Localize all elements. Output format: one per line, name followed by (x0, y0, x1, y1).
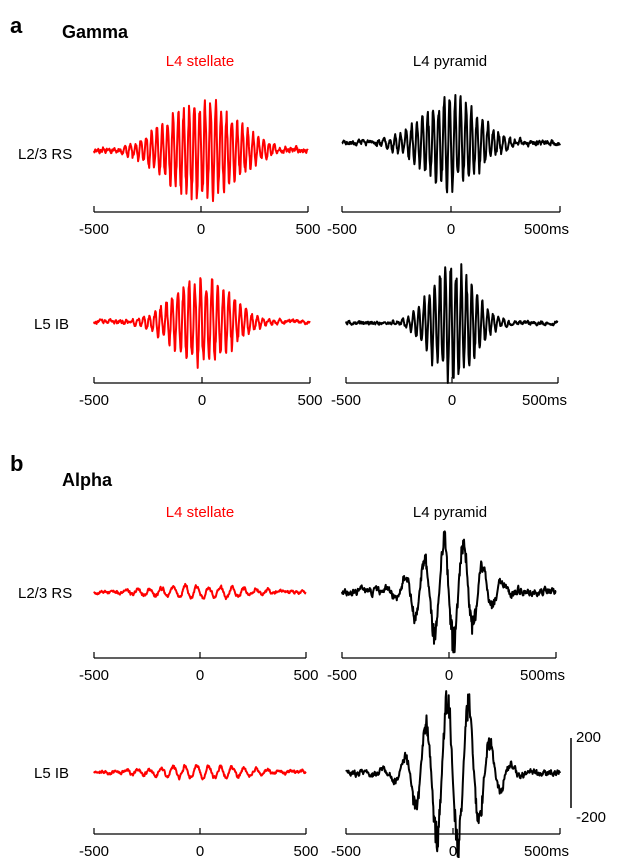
x-tick-label: 500ms (524, 843, 569, 858)
panel-b-col-stellate: L4 stellate (166, 504, 234, 521)
x-tick-label: -500 (79, 667, 109, 684)
panel-b-title: Alpha (62, 470, 113, 490)
scale-bar-bottom-label: -200 (576, 809, 606, 826)
panel-a-row-l5ib: L5 IB (34, 316, 69, 333)
x-tick-label: -500 (331, 843, 361, 858)
x-tick-label: 0 (448, 392, 456, 409)
x-tick-label: 0 (198, 392, 206, 409)
x-tick-label: -500 (327, 221, 357, 238)
x-tick-label: -500 (331, 392, 361, 409)
plot-alpha-l23rs-stellate: -500 0 500 (79, 582, 319, 684)
panel-a-row-l23rs: L2/3 RS (18, 146, 72, 163)
plot-gamma-l23rs-pyramid: -500 0 500ms (327, 94, 569, 238)
panel-b-row-l23rs: L2/3 RS (18, 585, 72, 602)
x-tick-label: -500 (79, 392, 109, 409)
x-tick-label: 0 (196, 843, 204, 858)
trace-line (345, 263, 559, 384)
plot-alpha-l5ib-pyramid: -500 0 500ms (331, 690, 569, 858)
plot-gamma-l5ib-pyramid: -500 0 500ms (331, 263, 567, 409)
x-tick-label: 500ms (522, 392, 567, 409)
x-tick-label: 500 (297, 392, 322, 409)
trace-line (93, 277, 311, 369)
plot-alpha-l23rs-pyramid: -500 0 500ms (327, 530, 565, 684)
panel-a-title: Gamma (62, 22, 129, 42)
x-tick-label: -500 (79, 843, 109, 858)
x-tick-label: 500 (295, 221, 320, 238)
x-tick-label: 0 (449, 843, 457, 858)
panel-b-col-pyramid: L4 pyramid (413, 504, 487, 521)
x-tick-label: 500 (293, 667, 318, 684)
trace-line (93, 98, 309, 203)
x-tick-label: 500 (293, 843, 318, 858)
scale-bar-top-label: 200 (576, 729, 601, 746)
x-tick-label: 0 (447, 221, 455, 238)
x-tick-label: 0 (197, 221, 205, 238)
panel-b-row-l5ib: L5 IB (34, 765, 69, 782)
panel-a-col-pyramid: L4 pyramid (413, 53, 487, 70)
x-tick-label: -500 (327, 667, 357, 684)
trace-line (341, 530, 557, 654)
x-tick-label: -500 (79, 221, 109, 238)
trace-line (93, 582, 307, 601)
x-tick-label: 0 (196, 667, 204, 684)
plot-gamma-l23rs-stellate: -500 0 500 (79, 98, 321, 238)
x-tick-label: 0 (445, 667, 453, 684)
trace-line (345, 690, 561, 858)
panel-b-letter: b (10, 451, 23, 476)
x-tick-label: 500ms (520, 667, 565, 684)
trace-line (93, 763, 307, 781)
plot-alpha-l5ib-stellate: -500 0 500 (79, 763, 319, 858)
x-tick-label: 500ms (524, 221, 569, 238)
trace-line (341, 94, 561, 194)
panel-a-col-stellate: L4 stellate (166, 53, 234, 70)
panel-a-letter: a (10, 13, 23, 38)
plot-gamma-l5ib-stellate: -500 0 500 (79, 277, 323, 409)
